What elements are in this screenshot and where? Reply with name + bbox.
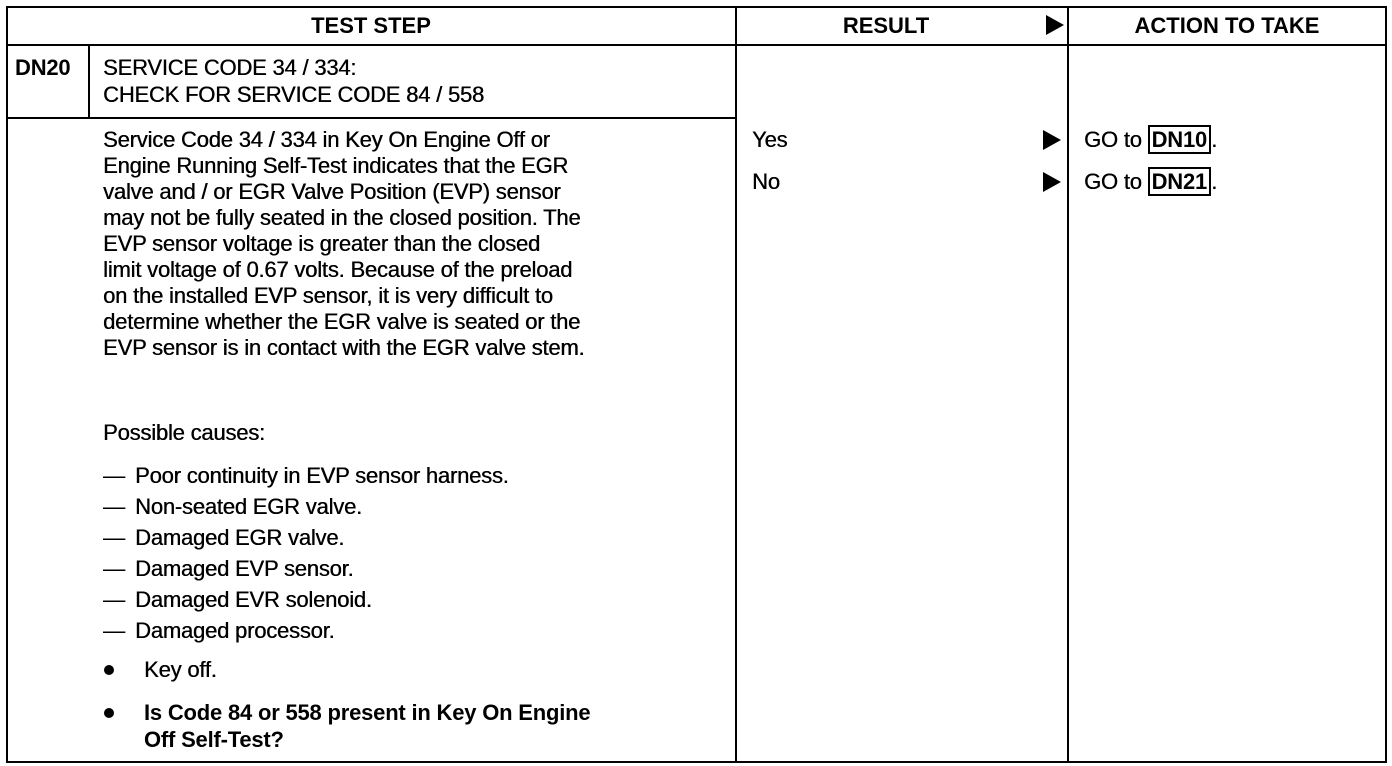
cause-text: Non-seated EGR valve. (135, 494, 362, 519)
action-no: GO to DN21. (1084, 167, 1217, 196)
column-divider-action (1067, 6, 1069, 763)
description-line: limit voltage of 0.67 volts. Because of … (103, 257, 573, 282)
action-prefix: GO to (1084, 169, 1142, 194)
question-line: Off Self-Test? (144, 727, 284, 752)
header-test-step: TEST STEP (311, 13, 431, 38)
dash: — (103, 463, 125, 488)
description-line: Engine Running Self-Test indicates that … (103, 153, 569, 178)
description-line: Service Code 34 / 334 in Key On Engine O… (103, 127, 550, 152)
description-line: on the installed EVP sensor, it is very … (103, 283, 553, 308)
step-title-line2: CHECK FOR SERVICE CODE 84 / 558 (103, 82, 484, 107)
cause-item: — Damaged EVR solenoid. (103, 587, 372, 613)
dash: — (103, 494, 125, 519)
description-line: EVP sensor voltage is greater than the c… (103, 231, 540, 256)
header-divider (6, 44, 1387, 46)
dash: — (103, 525, 125, 550)
cause-text: Poor continuity in EVP sensor harness. (135, 463, 509, 488)
step-title-line1: SERVICE CODE 34 / 334: (103, 55, 357, 80)
arrow-icon (1043, 172, 1061, 192)
step-title-divider (6, 117, 737, 119)
action-yes: GO to DN10. (1084, 125, 1217, 154)
cause-item: — Damaged processor. (103, 618, 335, 644)
table-border-bottom (6, 761, 1387, 763)
action-prefix: GO to (1084, 127, 1142, 152)
dash: — (103, 618, 125, 643)
header-action: ACTION TO TAKE (1134, 13, 1320, 38)
result-no: No (752, 169, 780, 194)
arrow-icon (1046, 15, 1064, 35)
cause-item: — Poor continuity in EVP sensor harness. (103, 463, 509, 489)
description-line: valve and / or EGR Valve Position (EVP) … (103, 179, 561, 204)
table-border-left (6, 6, 8, 763)
cause-text: Damaged EVP sensor. (135, 556, 354, 581)
description-line: determine whether the EGR valve is seate… (103, 309, 581, 334)
question-line: Is Code 84 or 558 present in Key On Engi… (144, 700, 591, 725)
step-id-divider (88, 44, 90, 119)
dash: — (103, 556, 125, 581)
dash: — (103, 587, 125, 612)
result-yes: Yes (752, 127, 788, 152)
cause-text: Damaged EVR solenoid. (135, 587, 372, 612)
bullet-icon (104, 708, 114, 718)
description-line: may not be fully seated in the closed po… (103, 205, 581, 230)
header-result: RESULT (842, 13, 930, 38)
column-divider-result (735, 6, 737, 763)
action-suffix: . (1211, 127, 1217, 152)
table-border-top (6, 6, 1387, 8)
step-ref-link[interactable]: DN21 (1147, 167, 1212, 196)
bullet-icon (104, 665, 114, 675)
action-suffix: . (1211, 169, 1217, 194)
description-line: EVP sensor is in contact with the EGR va… (103, 335, 585, 360)
cause-text: Damaged processor. (135, 618, 335, 643)
cause-item: — Damaged EGR valve. (103, 525, 344, 551)
step-id: DN20 (15, 55, 71, 80)
cause-item: — Non-seated EGR valve. (103, 494, 362, 520)
causes-heading: Possible causes: (103, 420, 265, 445)
cause-item: — Damaged EVP sensor. (103, 556, 354, 582)
bullet-text: Key off. (144, 657, 217, 682)
cause-text: Damaged EGR valve. (135, 525, 345, 550)
step-ref-link[interactable]: DN10 (1147, 125, 1212, 154)
arrow-icon (1043, 130, 1061, 150)
table-border-right (1385, 6, 1387, 763)
